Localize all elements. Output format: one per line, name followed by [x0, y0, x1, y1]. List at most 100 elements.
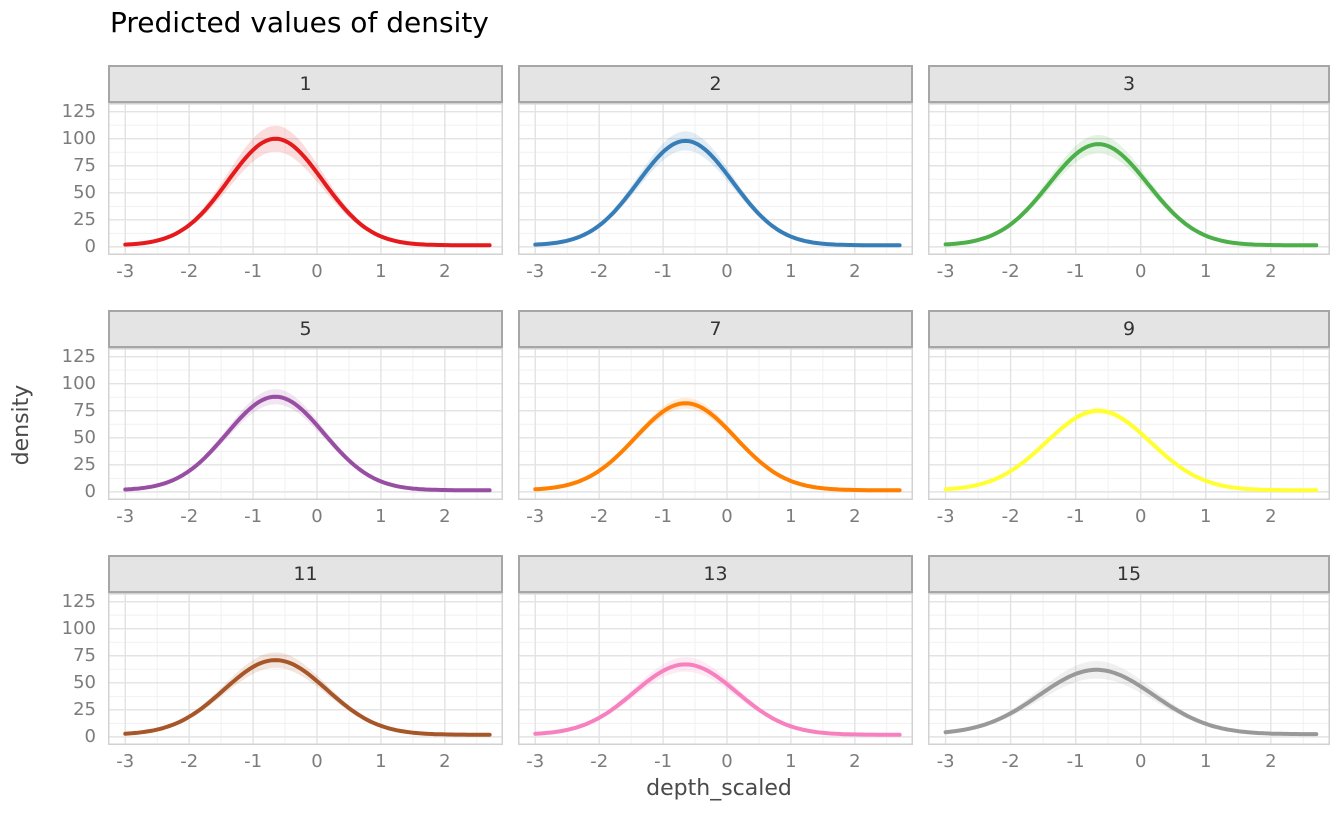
confidence-ribbon [535, 657, 900, 735]
confidence-ribbon [945, 661, 1317, 735]
x-tick-label: 0 [1134, 506, 1147, 527]
y-tick-label: 100 [61, 127, 96, 149]
x-tick-label: 2 [849, 261, 861, 282]
x-tick-label: -3 [526, 751, 545, 772]
y-tick-label: 125 [61, 100, 96, 122]
x-tick-label: -2 [180, 751, 199, 772]
facet-panel [928, 593, 1330, 745]
facet-strip-label: 13 [703, 563, 728, 585]
x-tick-label: -1 [1066, 751, 1085, 772]
y-tick-label: 75 [73, 154, 96, 176]
x-tick-label: 1 [1200, 261, 1212, 282]
x-tick-label: 1 [785, 506, 797, 527]
x-tick-label: 0 [721, 261, 733, 282]
facet-panel [108, 593, 503, 745]
x-tick-label: -3 [116, 261, 135, 282]
x-tick-label: 0 [1134, 261, 1147, 282]
minor-gridlines [928, 593, 1330, 745]
x-tick-label: -3 [526, 261, 545, 282]
density-curve [123, 658, 492, 737]
x-tick-label: 1 [375, 261, 387, 282]
x-tick-label: -1 [244, 506, 263, 527]
x-tick-label: 1 [785, 751, 797, 772]
y-tick-label: 100 [61, 372, 96, 394]
panel-border [518, 593, 913, 745]
x-tick-label: 2 [439, 506, 451, 527]
y-tick-label: 75 [73, 399, 96, 421]
y-tick-label: 25 [73, 208, 96, 230]
x-tick-label: 1 [1200, 751, 1212, 772]
x-tick-label: -1 [1066, 261, 1085, 282]
x-tick-label: -2 [1001, 751, 1020, 772]
x-tick-label: -1 [244, 261, 263, 282]
facet-strip-label: 3 [1122, 73, 1136, 95]
x-tick-label: 0 [1134, 751, 1147, 772]
x-tick-label: 0 [311, 261, 323, 282]
x-tick-label: 1 [375, 751, 387, 772]
density-curve [123, 394, 492, 493]
facet-strip: 1 [108, 65, 503, 103]
x-tick-label: -3 [116, 506, 135, 527]
facet-strip: 2 [518, 65, 913, 103]
panel-border [108, 103, 503, 255]
y-tick-label: 125 [61, 590, 96, 612]
facet-strip-label: 2 [709, 73, 722, 95]
panel-border [108, 593, 503, 745]
facet-strip-label: 9 [1122, 318, 1136, 340]
major-gridlines [928, 103, 1330, 255]
x-tick-label: -1 [654, 751, 673, 772]
major-gridlines [928, 593, 1330, 745]
facet-strip: 11 [108, 555, 503, 593]
panel-border [928, 593, 1330, 745]
facet-panel [518, 593, 913, 745]
panel-border [928, 348, 1330, 500]
x-tick-label: -3 [936, 506, 955, 527]
facet-strip-label: 1 [299, 73, 312, 95]
facet-strip: 13 [518, 555, 913, 593]
facet-strip: 3 [928, 65, 1330, 103]
x-tick-label: -1 [654, 261, 673, 282]
facet-panel [928, 103, 1330, 255]
major-gridlines [108, 103, 503, 255]
x-tick-label: -3 [936, 261, 955, 282]
x-tick-label: 0 [311, 751, 323, 772]
facet-panel [518, 348, 913, 500]
x-tick-label: 2 [1265, 506, 1277, 527]
facet-strip-label: 7 [709, 318, 722, 340]
y-tick-label: 50 [73, 671, 96, 693]
confidence-ribbon [125, 652, 490, 735]
major-gridlines [108, 593, 503, 745]
x-tick-label: -3 [526, 506, 545, 527]
x-tick-label: -2 [590, 506, 609, 527]
confidence-ribbon [535, 397, 900, 491]
x-tick-label: -2 [180, 506, 199, 527]
x-tick-label: -2 [1001, 506, 1020, 527]
facet-strip: 5 [108, 310, 503, 348]
facet-strip: 7 [518, 310, 913, 348]
facet-strip: 9 [928, 310, 1330, 348]
panel-border [108, 348, 503, 500]
x-tick-label: 2 [439, 261, 451, 282]
panel-border [928, 103, 1330, 255]
major-gridlines [518, 103, 913, 255]
x-axis-title: depth_scaled [646, 776, 792, 801]
x-tick-label: -2 [180, 261, 199, 282]
major-gridlines [928, 348, 1330, 500]
major-gridlines [518, 348, 913, 500]
x-tick-label: -2 [590, 751, 609, 772]
y-tick-label: 25 [73, 453, 96, 475]
x-tick-label: 2 [849, 751, 861, 772]
facet-panel [518, 103, 913, 255]
facet-strip-label: 11 [293, 563, 318, 585]
x-tick-label: 0 [311, 506, 323, 527]
density-curve [943, 142, 1319, 248]
y-tick-label: 75 [73, 644, 96, 666]
y-tick-label: 125 [61, 345, 96, 367]
y-tick-label: 0 [84, 725, 96, 747]
confidence-ribbon [945, 134, 1317, 246]
x-tick-label: 2 [439, 751, 451, 772]
minor-gridlines [518, 593, 913, 745]
x-tick-label: -1 [654, 506, 673, 527]
density-curve [123, 136, 492, 248]
chart-title: Predicted values of density [110, 6, 489, 39]
